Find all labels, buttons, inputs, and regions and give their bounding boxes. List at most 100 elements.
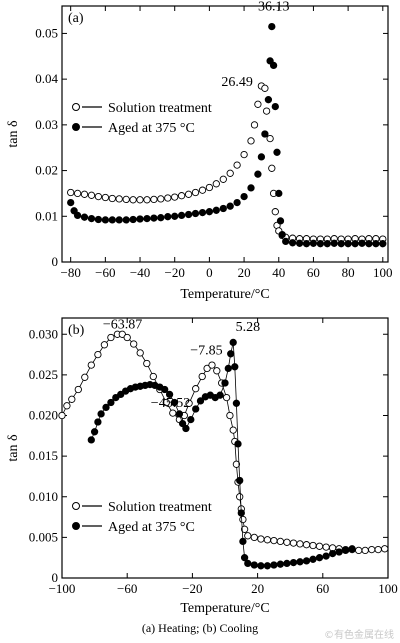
x-tick-label: −60	[95, 265, 115, 280]
data-point-aged	[282, 237, 290, 246]
data-point-aged	[191, 209, 200, 218]
y-tick-label: 0	[52, 570, 59, 585]
peak-annotation: −7.85	[190, 344, 222, 359]
x-tick-label: −20	[182, 581, 202, 596]
data-point-aged	[276, 560, 285, 568]
data-point-solution	[270, 536, 278, 545]
data-point-aged	[233, 198, 241, 207]
data-point-solution	[87, 361, 95, 369]
data-point-aged	[358, 239, 366, 247]
data-point-solution	[315, 542, 324, 550]
legend-label: Solution treatment	[108, 500, 212, 515]
data-point-solution	[254, 100, 262, 108]
data-point-solution	[236, 493, 244, 501]
data-point-solution	[191, 188, 200, 197]
data-point-aged	[351, 240, 359, 248]
data-point-solution	[150, 195, 158, 204]
panel-a-heating: −80 −60 −40 −20 0 20 40 60 80 100 0 0.01 0.02 0.03 0.0…	[6, 0, 393, 302]
data-point-solution	[240, 150, 248, 159]
data-point-solution	[107, 333, 115, 342]
data-point-aged	[257, 153, 266, 161]
y-axis-label: tan δ	[6, 120, 21, 148]
data-point-solution	[213, 367, 221, 375]
data-point-solution	[198, 372, 206, 381]
data-point-aged	[165, 390, 174, 399]
y-tick-label: 0.05	[35, 25, 58, 40]
data-point-aged	[269, 61, 278, 70]
data-point-aged	[275, 189, 283, 198]
data-point-solution	[219, 175, 227, 183]
x-tick-label: −40	[130, 265, 150, 280]
data-point-aged	[328, 549, 337, 558]
data-point-aged	[136, 215, 144, 223]
x-tick-label: −20	[165, 265, 185, 280]
data-point-aged	[129, 215, 137, 224]
data-point-aged	[187, 415, 195, 424]
data-point-solution	[58, 411, 66, 420]
data-point-solution	[143, 359, 151, 368]
plot-frame	[61, 5, 389, 263]
data-point-solution	[257, 535, 265, 543]
data-point-aged	[271, 102, 279, 111]
data-point-solution	[263, 536, 272, 544]
data-point-solution	[198, 186, 207, 194]
data-point-aged	[270, 561, 278, 569]
data-point-aged	[219, 204, 227, 213]
data-point-solution	[244, 532, 252, 540]
data-point-aged	[348, 545, 356, 553]
data-point-aged	[196, 397, 205, 405]
data-point-aged	[296, 558, 304, 566]
data-point-solution	[250, 121, 259, 129]
data-point-solution	[81, 373, 89, 381]
data-point-aged	[97, 410, 105, 418]
data-point-aged	[205, 208, 214, 216]
data-point-solution	[122, 195, 130, 204]
data-point-solution	[276, 537, 285, 546]
data-point-aged	[273, 148, 281, 156]
data-point-aged	[177, 211, 186, 220]
data-point-aged	[212, 206, 220, 214]
data-point-aged	[344, 240, 352, 248]
data-point-aged	[115, 216, 123, 224]
data-point-aged	[229, 338, 237, 347]
data-point-aged	[90, 428, 99, 436]
data-point-solution	[136, 196, 144, 204]
data-point-solution	[226, 411, 234, 420]
data-point-solution	[271, 208, 279, 216]
y-axis-label: tan δ	[6, 434, 21, 462]
data-point-aged	[221, 379, 229, 387]
data-point-aged	[330, 239, 338, 247]
data-point-aged	[237, 509, 245, 517]
x-tick-label: 80	[342, 265, 355, 280]
data-point-aged	[240, 192, 248, 201]
data-point-solution	[130, 340, 138, 348]
watermark: ©有色金属在线	[324, 630, 394, 641]
data-point-aged	[341, 546, 350, 555]
data-point-aged	[157, 214, 165, 222]
data-point-aged	[216, 391, 224, 399]
figure-caption: (a) Heating; (b) Cooling	[141, 621, 259, 635]
data-point-solution	[283, 538, 291, 546]
data-point-aged	[184, 210, 193, 219]
x-tick-label: 100	[373, 265, 393, 280]
data-point-solution	[87, 191, 96, 199]
data-point-solution	[67, 188, 75, 197]
data-point-solution	[226, 169, 234, 177]
data-point-aged	[224, 364, 232, 373]
data-point-aged	[316, 240, 325, 248]
data-point-solution	[94, 192, 103, 201]
data-point-aged	[232, 399, 241, 407]
data-point-aged	[117, 390, 125, 399]
data-point-solution	[239, 515, 247, 524]
data-point-solution	[247, 137, 255, 145]
data-point-solution	[262, 107, 271, 115]
data-point-solution	[63, 402, 71, 410]
peak-annotation: −45.52	[151, 396, 190, 411]
data-point-aged	[94, 215, 103, 224]
data-point-aged	[365, 240, 373, 248]
data-point-aged	[379, 240, 387, 248]
legend-label: Aged at 375 °C	[108, 520, 195, 535]
data-point-aged	[283, 559, 291, 568]
data-point-aged	[122, 216, 130, 224]
data-point-aged	[309, 239, 318, 247]
